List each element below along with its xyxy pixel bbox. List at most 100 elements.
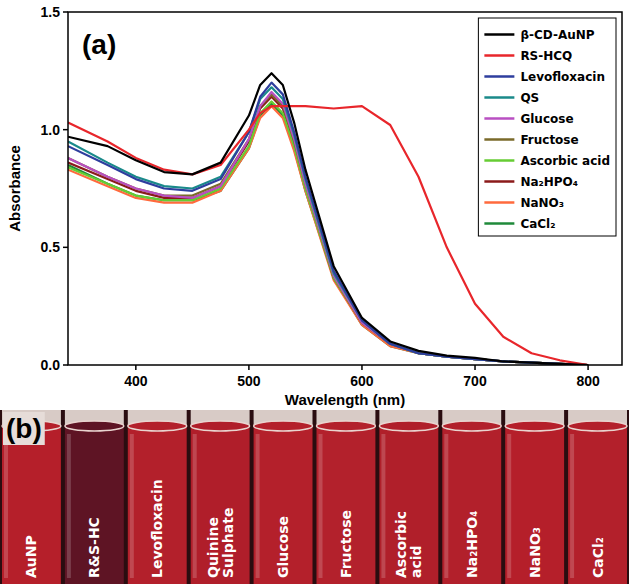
vial-glint	[507, 434, 511, 578]
vial-label: Na₂HPO₄	[464, 511, 480, 578]
x-tick-label: 800	[576, 373, 600, 389]
panel-label-patch	[3, 412, 45, 445]
vial-label-line: AuNP	[23, 535, 39, 578]
vial-meniscus	[568, 421, 627, 431]
vial-meniscus	[191, 421, 250, 431]
vial	[379, 424, 438, 584]
vial-label-line: Quinine	[205, 517, 221, 578]
vial-label-line: Na₂HPO₄	[464, 511, 480, 578]
x-tick	[474, 365, 476, 370]
legend-label: CaCl₂	[520, 217, 555, 231]
vial-label: NaNO₃	[527, 527, 543, 578]
vial-glint	[570, 434, 574, 578]
vial-label-line: acid	[408, 545, 424, 578]
vial-label: Fructose	[338, 510, 354, 578]
legend-swatch	[484, 201, 514, 204]
vial-glint	[381, 434, 385, 578]
vial-meniscus	[65, 421, 124, 431]
vial-label-line: Sulphate	[220, 508, 236, 578]
vial	[317, 424, 376, 584]
vial-label-line: CaCl₂	[590, 537, 606, 578]
x-axis-title: Wavelength (nm)	[285, 391, 405, 408]
legend-swatch	[484, 33, 514, 36]
legend-box	[478, 18, 616, 236]
x-tick-label: 600	[350, 373, 374, 389]
vial-label: R&S-HC	[86, 517, 102, 578]
vial	[254, 424, 313, 584]
legend-label: Ascorbic acid	[520, 154, 610, 168]
vial-glint	[256, 434, 260, 578]
vial-label: AuNP	[23, 535, 39, 578]
vial-meniscus	[442, 421, 501, 431]
legend-swatch	[484, 138, 514, 141]
y-tick	[63, 11, 68, 13]
vial-glint	[319, 434, 323, 578]
y-tick-label: 1.5	[41, 4, 61, 20]
y-tick	[63, 247, 68, 249]
y-tick-label: 0.0	[41, 357, 61, 373]
vial-glint	[130, 434, 134, 578]
legend-swatch	[484, 75, 514, 78]
legend-label: Na₂HPO₄	[520, 175, 578, 189]
x-tick	[361, 365, 363, 370]
vial-glint	[67, 434, 71, 578]
legend: β-CD-AuNP RS-HCQ Levofloxacin QS Glucose Fruc…	[478, 18, 616, 236]
x-tick-label: 700	[463, 373, 487, 389]
vial-glint	[193, 434, 197, 578]
vial	[128, 424, 187, 584]
vial-label: QuinineSulphate	[205, 508, 236, 578]
vial	[65, 424, 124, 584]
vial-meniscus	[128, 421, 187, 431]
vial-label: Levofloxacin	[149, 479, 165, 578]
legend-swatch	[484, 117, 514, 120]
vial-glint	[4, 434, 8, 578]
legend-label: β-CD-AuNP	[520, 28, 594, 42]
vial-label: Ascorbicacid	[393, 511, 424, 578]
vial-label-line: R&S-HC	[86, 517, 102, 578]
vial	[568, 424, 627, 584]
legend-label: Glucose	[520, 112, 573, 126]
vial	[505, 424, 564, 584]
vial	[442, 424, 501, 584]
x-tick	[248, 365, 250, 370]
vial-meniscus	[505, 421, 564, 431]
legend-label: RS-HCQ	[520, 49, 572, 63]
panel-label: (a)	[82, 29, 116, 60]
panel-label: (b)	[6, 413, 42, 444]
y-tick-label: 0.5	[41, 239, 61, 255]
y-tick-label: 1.0	[41, 122, 61, 138]
legend-swatch	[484, 180, 514, 183]
legend-swatch	[484, 54, 514, 57]
legend-label: Levofloxacin	[520, 70, 605, 84]
vial	[2, 424, 61, 584]
vial-meniscus	[379, 421, 438, 431]
plot-frame	[68, 12, 622, 365]
vial-meniscus	[317, 421, 376, 431]
x-tick	[587, 365, 589, 370]
legend-swatch	[484, 96, 514, 99]
x-tick-label: 400	[124, 373, 148, 389]
legend-label: Fructose	[520, 133, 578, 147]
legend-label: QS	[520, 91, 539, 105]
y-tick	[63, 364, 68, 366]
vial-label-line: Fructose	[338, 510, 354, 578]
legend-label: NaNO₃	[520, 196, 564, 210]
photo-panel: AuNP R&S-HC Levofloxacin QuinineSulphate Glu…	[0, 410, 629, 584]
photo-background	[0, 410, 629, 584]
legend-swatch	[484, 222, 514, 225]
y-tick	[63, 129, 68, 131]
figure: 400 500 600 700 800 0.0 0.5 1.0 1.5 Wavelength (n…	[0, 0, 629, 588]
y-axis-title: Absorbance	[6, 145, 23, 232]
vial-label-line: Glucose	[275, 516, 291, 578]
vial-label: CaCl₂	[590, 537, 606, 578]
vial-label: Glucose	[275, 516, 291, 578]
x-tick-label: 500	[237, 373, 261, 389]
x-tick	[135, 365, 137, 370]
vial-glint	[444, 434, 448, 578]
vial-label-line: NaNO₃	[527, 527, 543, 578]
vial-label-line: Levofloxacin	[149, 479, 165, 578]
vial-label-line: Ascorbic	[393, 511, 409, 578]
legend-swatch	[484, 159, 514, 162]
vial-meniscus	[254, 421, 313, 431]
vial	[191, 424, 250, 584]
